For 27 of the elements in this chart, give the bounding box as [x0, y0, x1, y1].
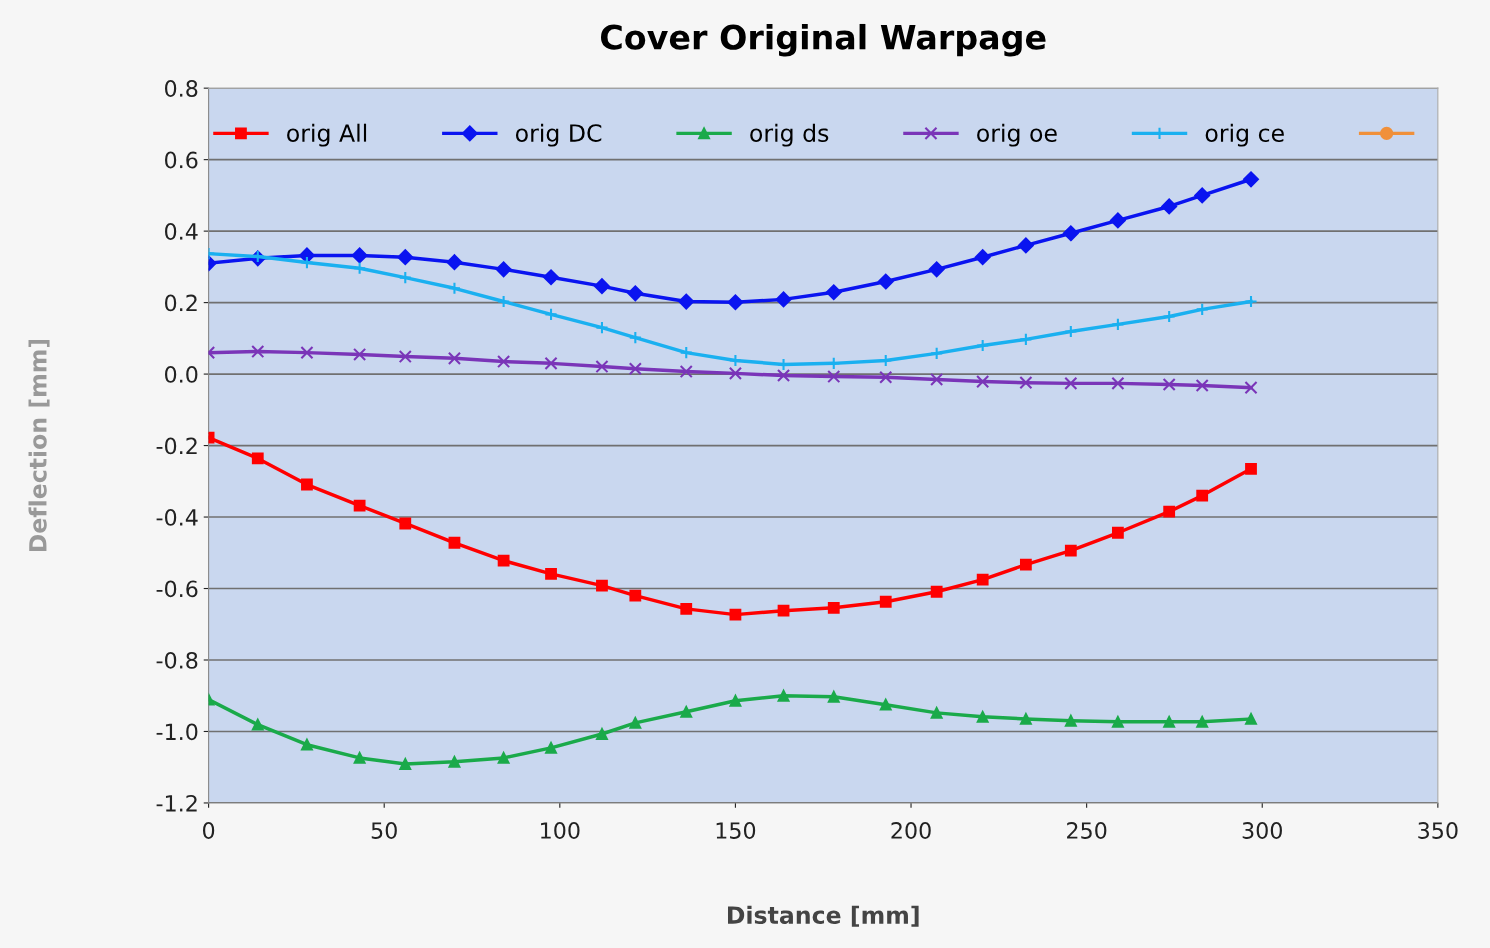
- legend-label: orig oe: [977, 123, 1057, 147]
- legend-label: orig ds: [750, 123, 829, 147]
- x-tick-label: 300: [1242, 822, 1282, 839]
- y-tick-label: 0.2: [165, 294, 197, 312]
- x-tick-label: 0: [203, 822, 215, 839]
- y-tick-label: 0.6: [165, 151, 198, 169]
- x-tick-label: 350: [1418, 822, 1458, 839]
- x-tick-label: 250: [1067, 822, 1107, 839]
- y-tick-label: -0.4: [156, 508, 198, 526]
- x-tick-label: 50: [371, 822, 397, 839]
- y-tick-label: -0.8: [156, 651, 198, 669]
- x-tick-label: 200: [891, 822, 931, 839]
- y-tick-label: 0.4: [165, 223, 198, 240]
- legend-label: orig DC: [515, 123, 602, 147]
- x-axis-title: Distance [mm]: [728, 905, 919, 927]
- y-tick-label: 0.8: [165, 80, 198, 97]
- y-axis-title: Deflection [mm]: [28, 339, 50, 552]
- legend-label: orig ce: [1205, 123, 1284, 147]
- chart-title: Cover Original Warpage: [600, 23, 1046, 57]
- y-tick-label: -1.2: [156, 794, 197, 812]
- y-tick-label: -0.2: [156, 437, 197, 455]
- x-tick-label: 150: [716, 822, 756, 839]
- y-tick-label: -0.6: [156, 580, 198, 598]
- x-tick-label: 100: [541, 822, 580, 839]
- y-tick-label: 0.0: [165, 366, 198, 383]
- legend-label: orig All: [287, 123, 367, 147]
- y-tick-label: -1.0: [156, 723, 198, 741]
